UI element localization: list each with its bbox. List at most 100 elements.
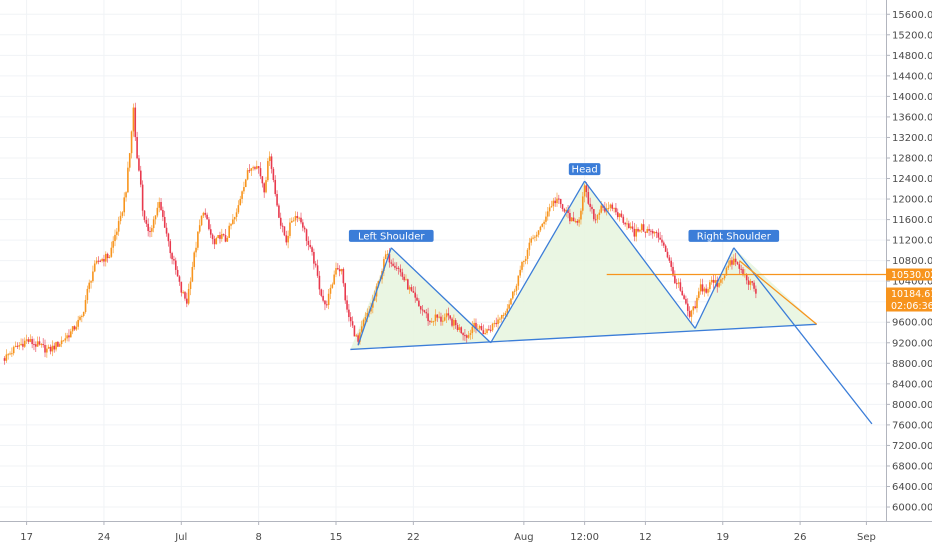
candle-body	[430, 321, 433, 323]
blue-trendline[interactable]	[733, 247, 873, 425]
candle-body	[349, 317, 352, 322]
candle-body	[237, 205, 240, 213]
candle-body	[208, 219, 210, 230]
candle-body	[276, 194, 278, 206]
candle-body	[44, 345, 46, 353]
candle-body	[449, 315, 451, 319]
candle-body	[263, 183, 265, 193]
time-axis-panel[interactable]	[0, 521, 886, 550]
candle-body	[303, 227, 306, 230]
orange-trendline[interactable]	[738, 260, 818, 325]
candle-body	[119, 215, 122, 222]
candle-body	[543, 221, 545, 224]
candle-body	[353, 325, 356, 337]
candle-body	[311, 247, 313, 252]
candle-body	[206, 214, 208, 220]
candle-body	[233, 217, 236, 220]
blue-trendline[interactable]	[584, 180, 696, 329]
candle-body	[20, 343, 22, 346]
candle-body	[173, 259, 175, 261]
candle-body	[569, 212, 571, 222]
candle-body	[215, 238, 218, 245]
candle-body	[291, 220, 293, 223]
candle-body	[316, 265, 319, 276]
price-tag-background	[886, 299, 932, 312]
candle-body	[705, 288, 707, 293]
candle-body	[513, 290, 516, 292]
candle-body	[679, 282, 682, 291]
candle-body	[151, 228, 153, 232]
candle-body	[197, 231, 199, 248]
candle-body	[628, 223, 630, 229]
candle-body	[478, 326, 481, 329]
candle-body	[346, 300, 348, 310]
candle-body	[639, 230, 641, 232]
candle-body	[530, 238, 533, 243]
annotation-label[interactable]: Head	[568, 163, 601, 176]
annotation-label[interactable]: Right Shoulder	[688, 229, 780, 243]
candle-body	[707, 289, 709, 293]
candle-body	[539, 226, 542, 231]
candle-body	[160, 202, 162, 211]
trendlines	[350, 180, 886, 425]
candle-body	[162, 210, 164, 217]
y-tick-label: 13600.00	[892, 112, 932, 123]
candle-body	[167, 233, 170, 242]
candle-body	[745, 274, 748, 281]
blue-trendline[interactable]	[490, 180, 586, 344]
candle-body	[327, 293, 330, 305]
candle-body	[600, 205, 602, 213]
candle-body	[495, 323, 498, 325]
candle-body	[138, 158, 140, 171]
candle-body	[456, 325, 459, 330]
candle-body	[92, 271, 94, 282]
candle-body	[267, 161, 269, 181]
candle-body	[344, 283, 347, 301]
candle-body	[357, 335, 359, 342]
annotations: Left Shoulder Head Right Shoulder	[348, 163, 780, 243]
annotation-label[interactable]: Left Shoulder	[348, 229, 434, 243]
candle-body	[27, 339, 30, 342]
candle-body	[731, 260, 733, 265]
candle-body	[585, 185, 588, 193]
x-tick-label: 24	[98, 532, 111, 543]
candle-body	[421, 309, 424, 311]
price-tag-text: 02:06:36	[891, 301, 932, 312]
candle-body	[753, 282, 755, 289]
blue-trendline[interactable]	[390, 247, 492, 344]
candle-body	[163, 216, 166, 228]
candle-body	[134, 107, 137, 138]
candle-body	[736, 262, 739, 265]
candle-body	[325, 304, 328, 306]
y-tick-label: 11200.00	[892, 236, 932, 247]
candle-body	[141, 184, 144, 211]
candle-body	[629, 226, 632, 229]
candle-body	[93, 263, 96, 272]
candle-body	[40, 344, 43, 346]
blue-trendline[interactable]	[694, 247, 735, 329]
candle-body	[491, 323, 494, 331]
blue-trendline[interactable]	[350, 323, 817, 351]
candle-body	[351, 321, 354, 326]
candle-body	[521, 261, 523, 270]
candle-body	[471, 326, 474, 334]
candle-body	[469, 333, 472, 335]
candle-body	[418, 300, 420, 307]
candle-body	[738, 264, 741, 269]
blue-trendline[interactable]	[357, 247, 392, 346]
x-tick-label: 26	[794, 532, 807, 543]
candle-body	[335, 268, 337, 275]
candle-body	[230, 223, 232, 226]
candle-body	[136, 137, 138, 159]
candle-body	[615, 207, 617, 213]
candle-body	[604, 207, 606, 212]
candle-body	[82, 312, 85, 316]
candle-body	[57, 341, 59, 347]
candle-body	[222, 234, 225, 236]
candle-body	[688, 310, 691, 317]
candle-body	[703, 288, 706, 292]
candle-body	[95, 260, 98, 264]
candle-body	[408, 287, 411, 290]
